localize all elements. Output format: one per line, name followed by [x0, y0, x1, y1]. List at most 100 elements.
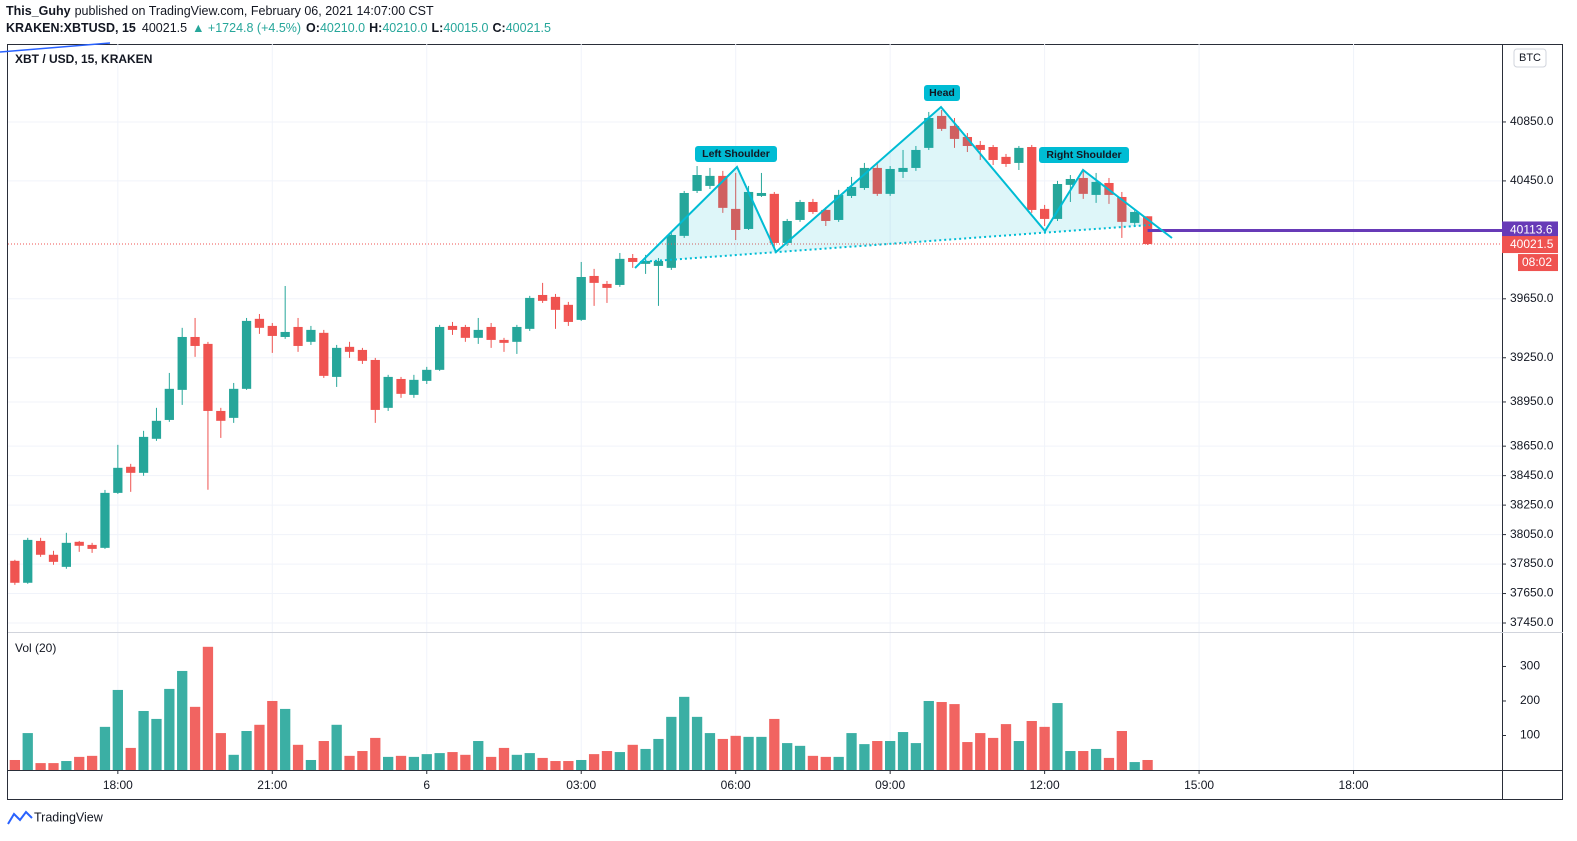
candle-body: [357, 349, 368, 361]
volume-bar: [640, 748, 651, 770]
candle-body: [1130, 212, 1140, 223]
candle-body: [525, 297, 535, 329]
volume-bar: [666, 716, 677, 770]
ohlc-label: H:: [369, 21, 382, 35]
volume-bar: [550, 761, 561, 770]
candle-body: [486, 326, 496, 340]
volume-bar: [447, 752, 458, 770]
volume-bar: [370, 737, 381, 770]
frame: [7, 44, 1563, 800]
volume-bar: [1065, 751, 1076, 770]
volume-bar: [421, 754, 432, 770]
candle-body: [576, 276, 586, 320]
volume-bar: [537, 757, 548, 770]
x-tick-label: 21:00: [257, 778, 287, 792]
candle-body: [306, 329, 316, 342]
volume-bar: [614, 752, 625, 770]
candle-body: [319, 332, 329, 376]
volume-bar: [511, 754, 523, 770]
volume-bar: [189, 706, 201, 770]
author: This_Guhy: [6, 4, 71, 18]
y-tick-label: 38450.0: [1510, 468, 1554, 482]
candle-body: [1039, 208, 1050, 219]
x-tick-label: 15:00: [1184, 778, 1214, 792]
candle-body: [1027, 147, 1037, 210]
volume-bar: [9, 759, 21, 770]
volume-bar: [434, 753, 445, 770]
series: [8, 110, 1558, 774]
annotation-box: [695, 146, 777, 162]
volume-bar: [1052, 703, 1063, 770]
candle-body: [473, 329, 483, 338]
volume-bar: [563, 761, 574, 770]
candle-body: [190, 336, 200, 346]
candle-body: [859, 167, 870, 188]
candle-body: [653, 260, 664, 266]
y-tick-label: 39250.0: [1510, 350, 1554, 364]
volume-bar: [833, 756, 844, 770]
price-line-label-box: [1502, 221, 1558, 240]
volume-bar: [61, 761, 72, 770]
volume-title: Vol (20): [15, 641, 56, 655]
candle-body: [74, 541, 84, 546]
candle-body: [808, 201, 818, 212]
volume-bar: [1116, 731, 1127, 770]
volume-bar: [769, 718, 780, 770]
price-line-label: 40113.6: [1510, 223, 1553, 237]
candle-body: [203, 343, 213, 411]
volume-bar: [807, 755, 819, 770]
candle-body: [705, 175, 715, 186]
volume-bar: [267, 700, 278, 770]
candle-body: [563, 304, 573, 322]
volume-tick-label: 100: [1520, 728, 1540, 742]
candle-body: [589, 275, 599, 283]
candle-body: [1001, 156, 1011, 164]
candle-body: [113, 467, 123, 493]
volume-bar: [1026, 720, 1037, 770]
candle-body: [885, 168, 895, 194]
volume-bar: [331, 724, 342, 770]
volume-bar: [473, 741, 484, 770]
candle-body: [151, 420, 162, 439]
volume-bar: [215, 733, 226, 770]
volume-tick-label: 200: [1520, 693, 1540, 707]
volume-bar: [1013, 741, 1025, 770]
candle-body: [1117, 196, 1127, 222]
candle-body: [743, 191, 754, 229]
volume-bar: [1039, 726, 1050, 770]
currency-box: [1513, 48, 1547, 68]
volume-bar: [357, 751, 368, 770]
candle-body: [602, 283, 612, 288]
annotation-box: [924, 85, 960, 101]
ohlc-value: 40210.0: [382, 21, 427, 35]
volume-bar: [395, 755, 407, 770]
logo-icon: [7, 810, 33, 825]
volume-bar: [987, 737, 999, 770]
candle-body: [666, 234, 676, 268]
candle-body: [769, 193, 779, 243]
volume-bar: [99, 726, 111, 770]
candle-body: [164, 388, 174, 420]
y-tick-label: 37650.0: [1510, 586, 1554, 600]
change: ▲ +1724.8 (+4.5%): [192, 21, 301, 35]
candle-body: [846, 186, 857, 196]
candle-body: [834, 194, 844, 220]
candle-body: [975, 144, 985, 150]
volume-bar: [460, 754, 471, 770]
candle-body: [10, 560, 20, 583]
ohlc-label: O:: [306, 21, 320, 35]
annotation: Right Shoulder: [1046, 149, 1121, 161]
candle-body: [872, 167, 882, 194]
volume-bar: [885, 741, 896, 770]
volume-bar: [897, 732, 909, 770]
candle-body: [911, 149, 921, 168]
symbol-line: KRAKEN:XBTUSD, 15 40021.5 ▲ +1724.8 (+4.5%…: [6, 21, 551, 35]
ohlc-label: L:: [432, 21, 444, 35]
candle-body: [435, 326, 445, 370]
candle-body: [254, 318, 265, 328]
volume-bar: [344, 755, 355, 770]
pattern-line: [634, 105, 1173, 269]
volume-bar: [691, 716, 703, 770]
volume-bar: [717, 738, 728, 770]
candle-body: [988, 147, 998, 160]
